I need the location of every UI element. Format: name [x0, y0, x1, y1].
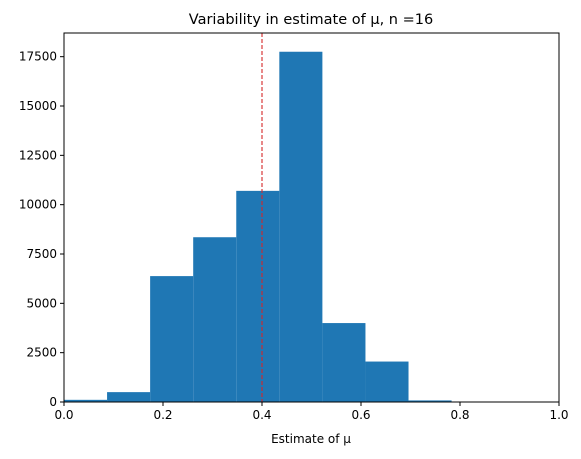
- y-tick-label: 10000: [19, 198, 57, 212]
- x-axis-label: Estimate of μ: [271, 432, 351, 446]
- x-tick-label: 0.2: [153, 408, 172, 422]
- x-axis-ticks: 0.0 0.2 0.4 0.6 0.8 1.0: [54, 402, 569, 422]
- histogram-bar: [408, 400, 452, 402]
- histogram-bars: [64, 51, 495, 402]
- y-tick-label: 5000: [26, 296, 57, 310]
- y-axis-ticks: 0 2500 5000 7500 10000 12500 15000 17500: [19, 50, 64, 409]
- plot-frame: [63, 32, 560, 403]
- histogram-bar: [279, 51, 323, 402]
- x-tick-label: 1.0: [549, 408, 568, 422]
- x-tick-label: 0.6: [351, 408, 370, 422]
- y-tick-label: 7500: [26, 247, 57, 261]
- histogram-bar: [365, 361, 409, 402]
- histogram-bar: [322, 323, 366, 402]
- histogram-bar: [107, 392, 151, 402]
- x-tick-label: 0.0: [54, 408, 73, 422]
- histogram-bar: [64, 399, 108, 402]
- y-tick-label: 2500: [26, 346, 57, 360]
- y-tick-label: 12500: [19, 148, 57, 162]
- y-tick-label: 15000: [19, 99, 57, 113]
- histogram-bar: [236, 190, 280, 402]
- histogram-bar: [150, 276, 194, 402]
- chart-title: Variability in estimate of μ, n =16: [189, 12, 433, 28]
- x-tick-label: 0.4: [252, 408, 271, 422]
- histogram-bar: [193, 237, 237, 402]
- x-tick-label: 0.8: [450, 408, 469, 422]
- y-tick-label: 0: [49, 395, 57, 409]
- y-tick-label: 17500: [19, 50, 57, 64]
